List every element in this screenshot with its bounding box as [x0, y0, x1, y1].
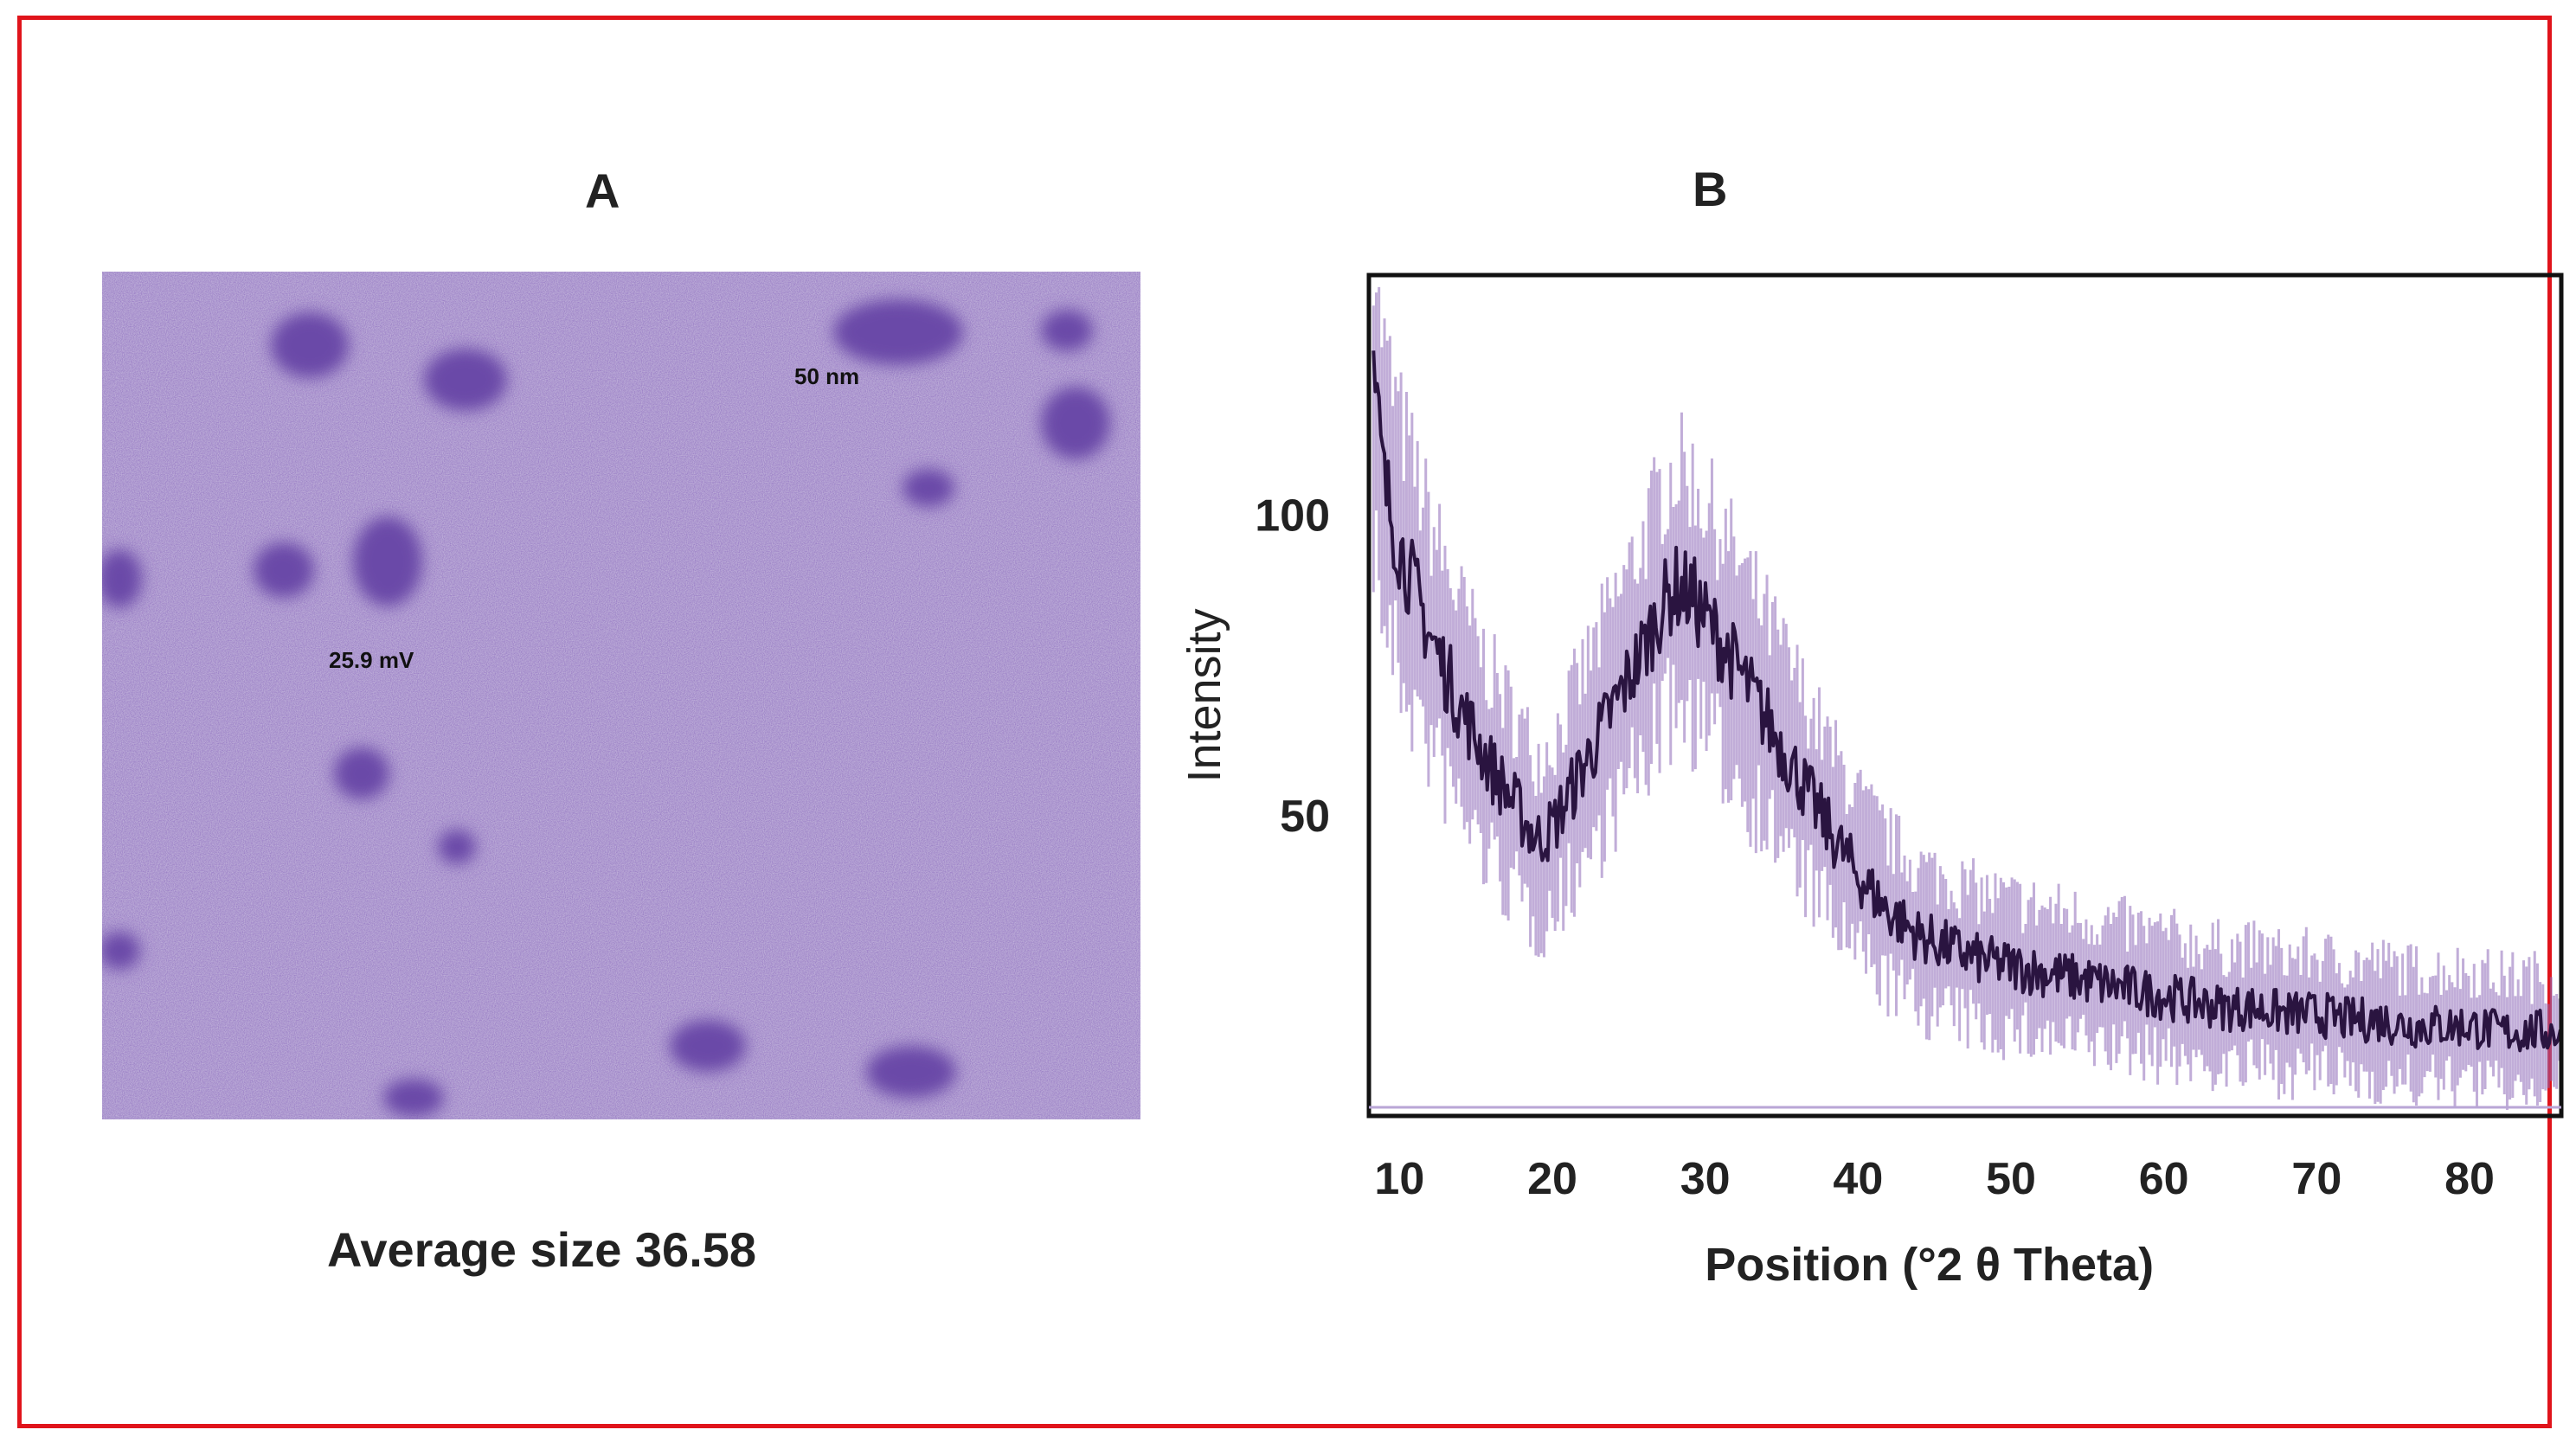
average-size-caption: Average size 36.58 — [327, 1222, 757, 1277]
panel-b-label: B — [1693, 162, 1728, 216]
particle — [102, 549, 142, 608]
series-lines — [1372, 350, 2562, 1053]
xrd-chart: 10 20 30 40 50 60 70 80 50 100 Position (°2 θ Th… — [1179, 272, 2564, 1291]
particle — [271, 312, 349, 378]
particle-group — [102, 299, 1110, 1117]
particle — [334, 747, 389, 799]
x-tick-label: 70 — [2291, 1154, 2342, 1204]
particle — [1041, 310, 1093, 351]
x-tick-label: 60 — [2139, 1154, 2189, 1204]
particle — [833, 299, 963, 365]
particle — [254, 542, 314, 598]
particle — [383, 1079, 444, 1117]
noise-band — [1372, 286, 2561, 1111]
x-tick-label: 20 — [1527, 1154, 1577, 1204]
particle — [102, 932, 140, 970]
zeta-annotation: 25.9 mV — [329, 647, 414, 673]
particle — [353, 516, 422, 606]
x-tick-label: 80 — [2444, 1154, 2495, 1204]
y-tick-labels: 50 100 — [1255, 491, 1330, 842]
y-axis-label: Intensity — [1179, 608, 1230, 782]
figure-border — [17, 16, 2552, 1428]
tem-micrograph: 50 nm 25.9 mV — [102, 272, 1140, 1119]
x-tick-labels: 10 20 30 40 50 60 70 80 — [1374, 1154, 2495, 1204]
panel-a-label: A — [585, 163, 620, 218]
particle — [438, 830, 476, 864]
x-tick-label: 50 — [1986, 1154, 2036, 1204]
y-tick-label: 100 — [1255, 491, 1330, 542]
micrograph-background — [102, 272, 1140, 1119]
particle — [424, 349, 507, 411]
plot-frame — [1366, 272, 2564, 1119]
x-tick-label: 10 — [1374, 1154, 1424, 1204]
y-tick-label: 50 — [1280, 792, 1330, 842]
x-tick-label: 30 — [1680, 1154, 1731, 1204]
series-line — [1372, 350, 2562, 1053]
particle — [670, 1020, 746, 1072]
x-axis-label: Position (°2 θ Theta) — [1705, 1239, 2154, 1291]
x-tick-label: 40 — [1833, 1154, 1883, 1204]
particle — [866, 1046, 956, 1098]
particle — [1041, 387, 1110, 459]
size-annotation: 50 nm — [794, 363, 859, 389]
particle — [903, 469, 954, 507]
